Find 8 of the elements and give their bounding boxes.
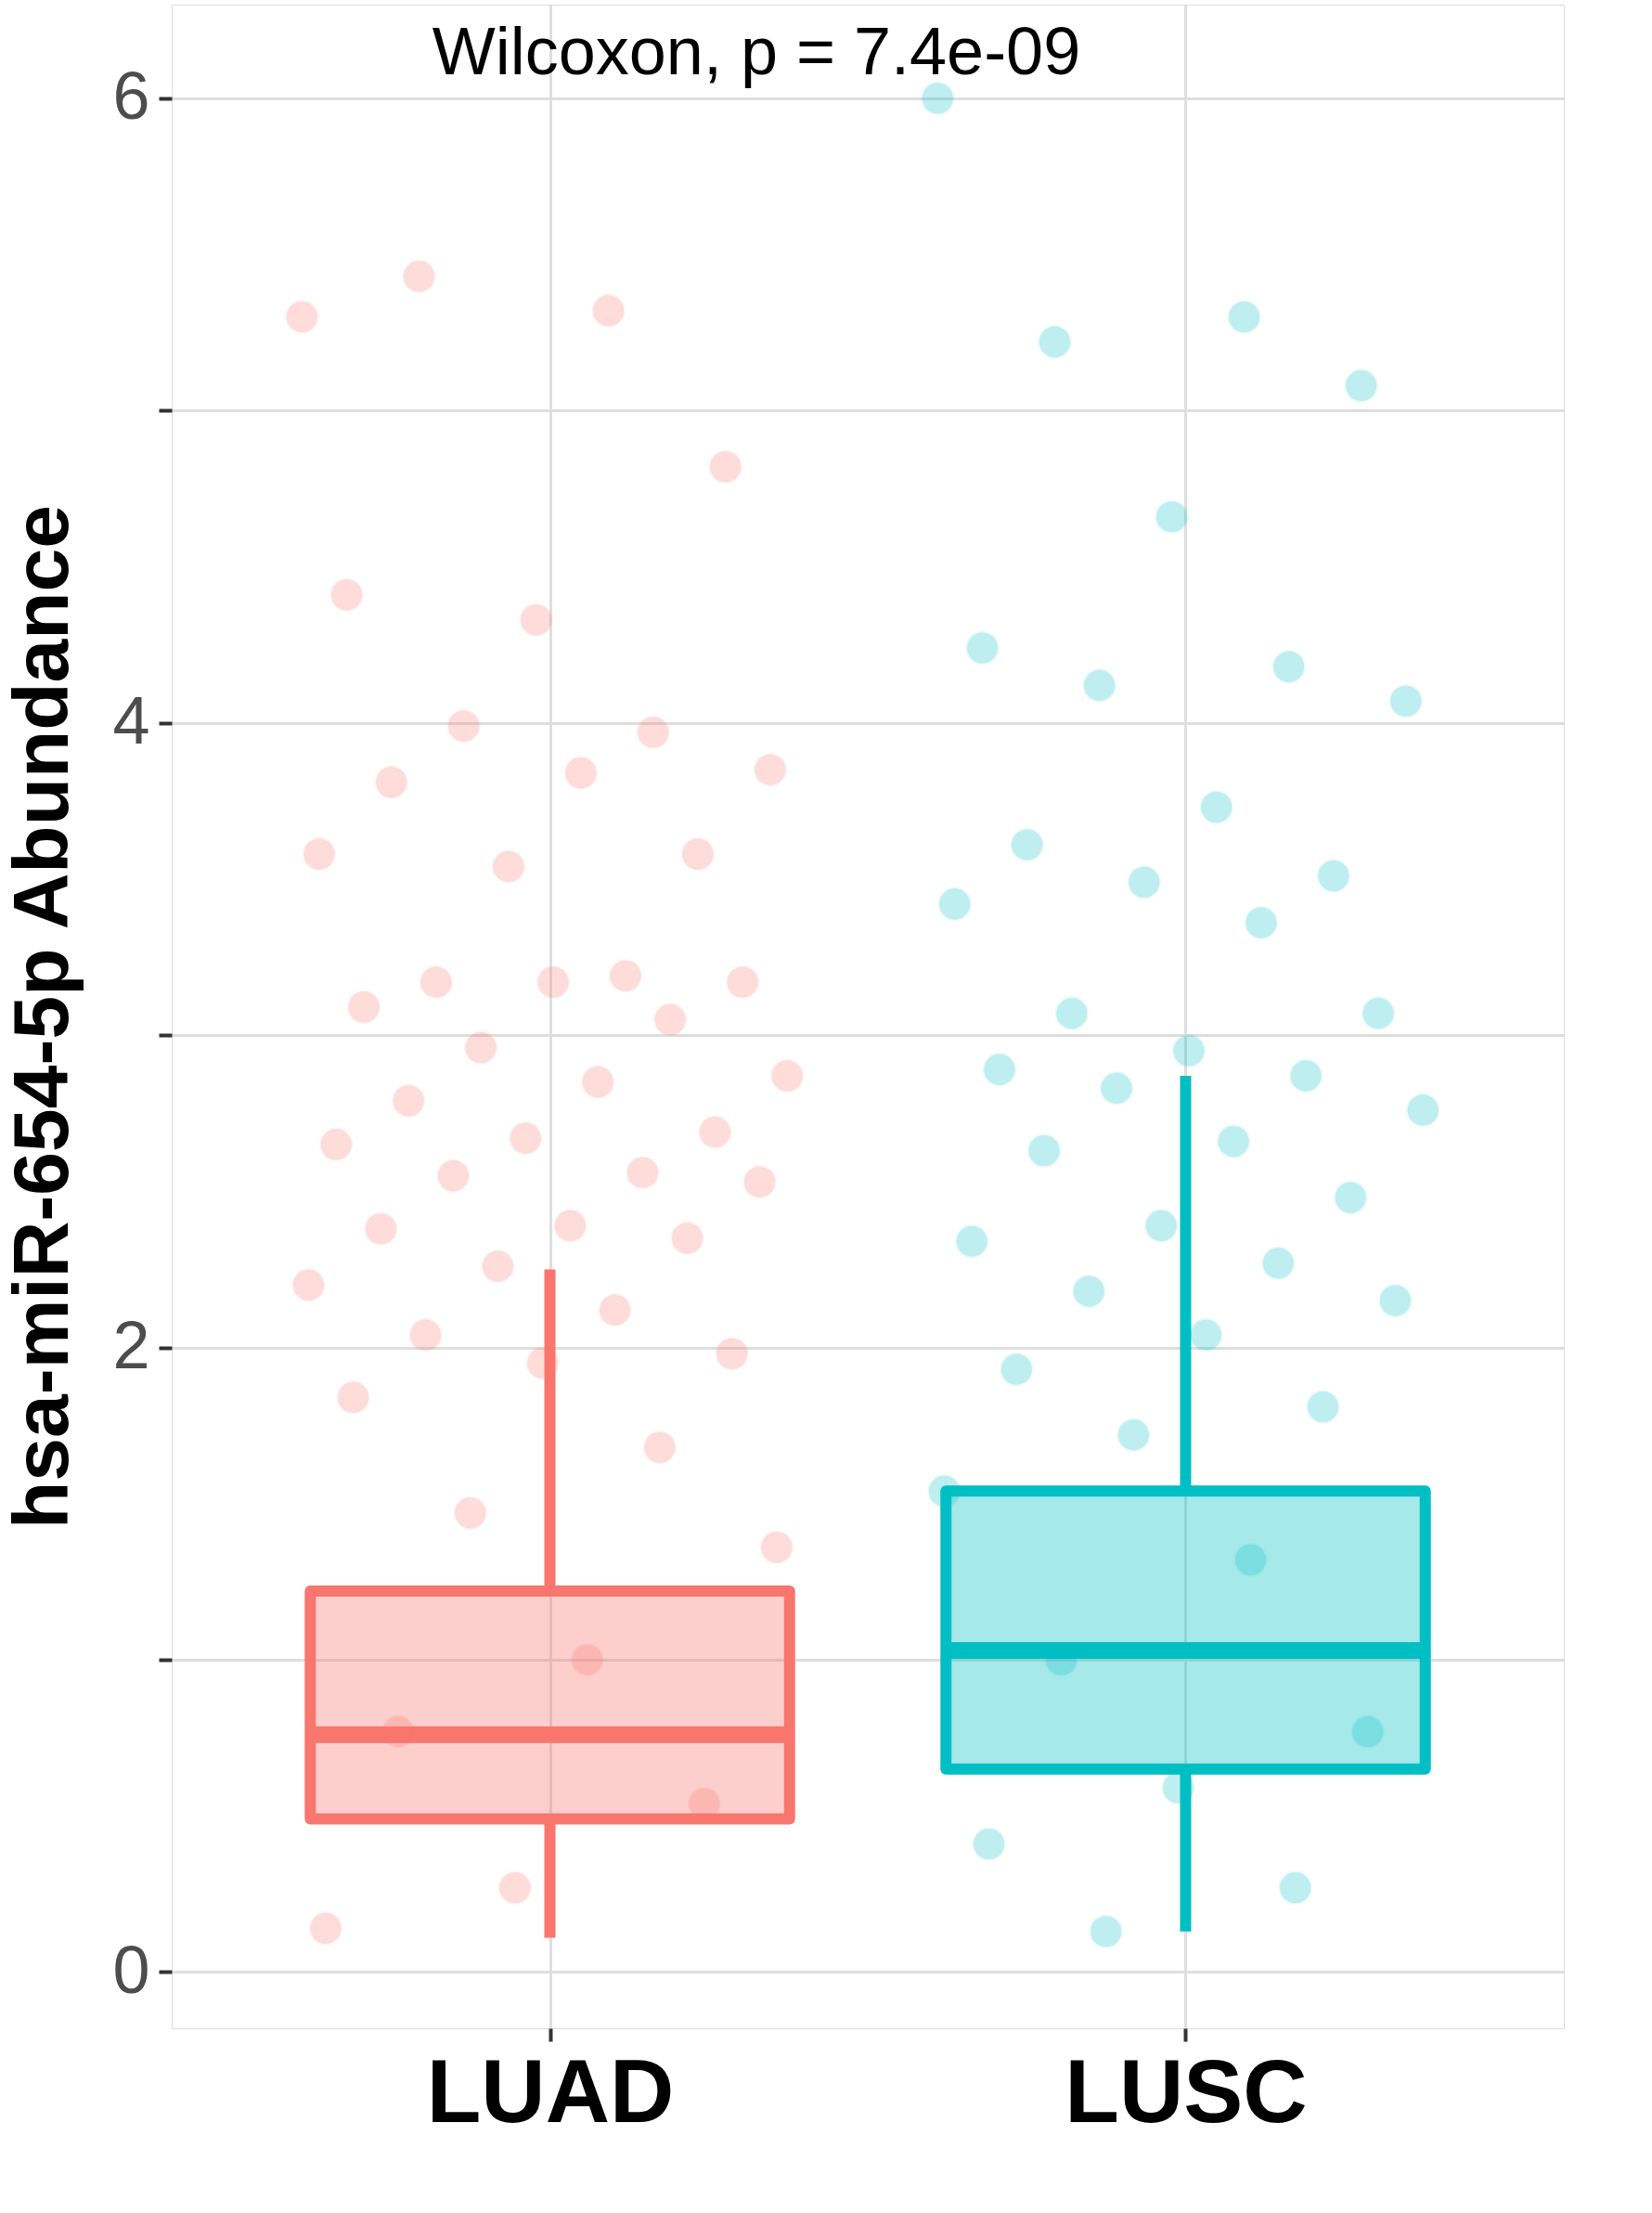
y-tick-label: 2 (112, 1308, 150, 1383)
annotation: Wilcoxon, p = 7.4e-09 (432, 14, 1081, 88)
y-tick-label: 6 (112, 58, 150, 134)
y-tick-label: 4 (112, 683, 150, 758)
x-tick-label: LUAD (426, 2040, 675, 2141)
y-tick-label: 0 (112, 1932, 150, 2007)
x-tick-label: LUSC (1065, 2040, 1308, 2141)
y-axis-title: hsa-miR-654-5p Abundance (0, 504, 85, 1530)
